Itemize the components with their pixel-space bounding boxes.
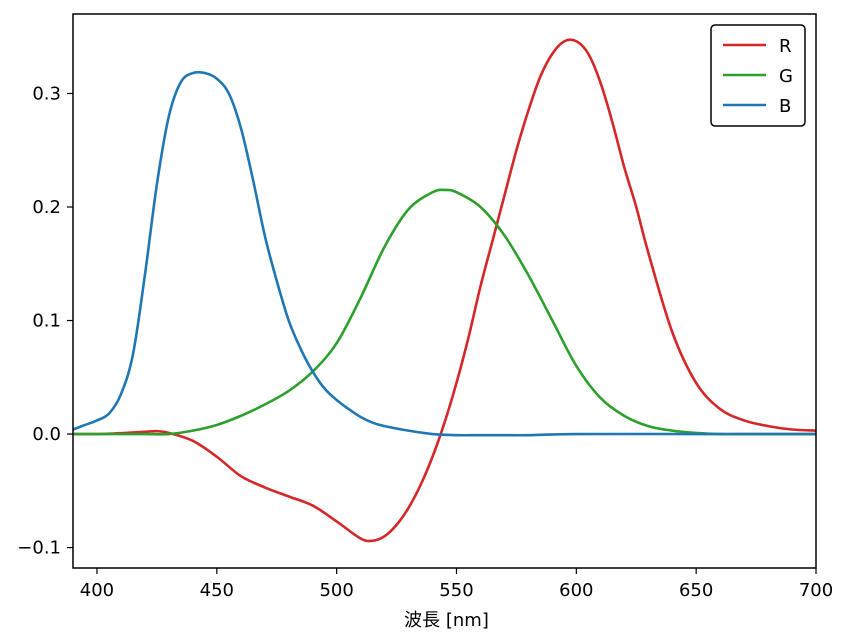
plot-frame <box>72 13 817 569</box>
y-tick-label: −0.1 <box>17 538 61 559</box>
y-tick-label: 0.2 <box>32 197 61 218</box>
y-tick-label: 0.0 <box>32 424 61 445</box>
x-tick-label: 550 <box>439 580 473 601</box>
x-tick-label: 600 <box>559 580 593 601</box>
y-tick-label: 0.3 <box>32 83 61 104</box>
y-tick-label: 0.1 <box>32 311 61 332</box>
series-line-r <box>73 38 816 543</box>
x-axis-label: 波長 [nm] <box>404 610 489 631</box>
x-tick-label: 450 <box>200 580 234 601</box>
legend-label-r: R <box>779 36 792 57</box>
x-tick-label: 400 <box>80 580 114 601</box>
series-line-b <box>73 70 816 437</box>
tick-layer: 400 450 500 550 600 650 700 −0.1 0.0 0.1 0.2 0.3 <box>17 83 833 601</box>
x-tick-label: 500 <box>319 580 353 601</box>
legend-label-g: G <box>779 66 793 87</box>
legend: RGB <box>710 24 806 127</box>
legend-label-b: B <box>779 96 791 117</box>
x-tick-label: 700 <box>799 580 833 601</box>
x-tick-label: 650 <box>679 580 713 601</box>
series-layer <box>73 38 816 543</box>
series-line-g <box>73 188 816 436</box>
